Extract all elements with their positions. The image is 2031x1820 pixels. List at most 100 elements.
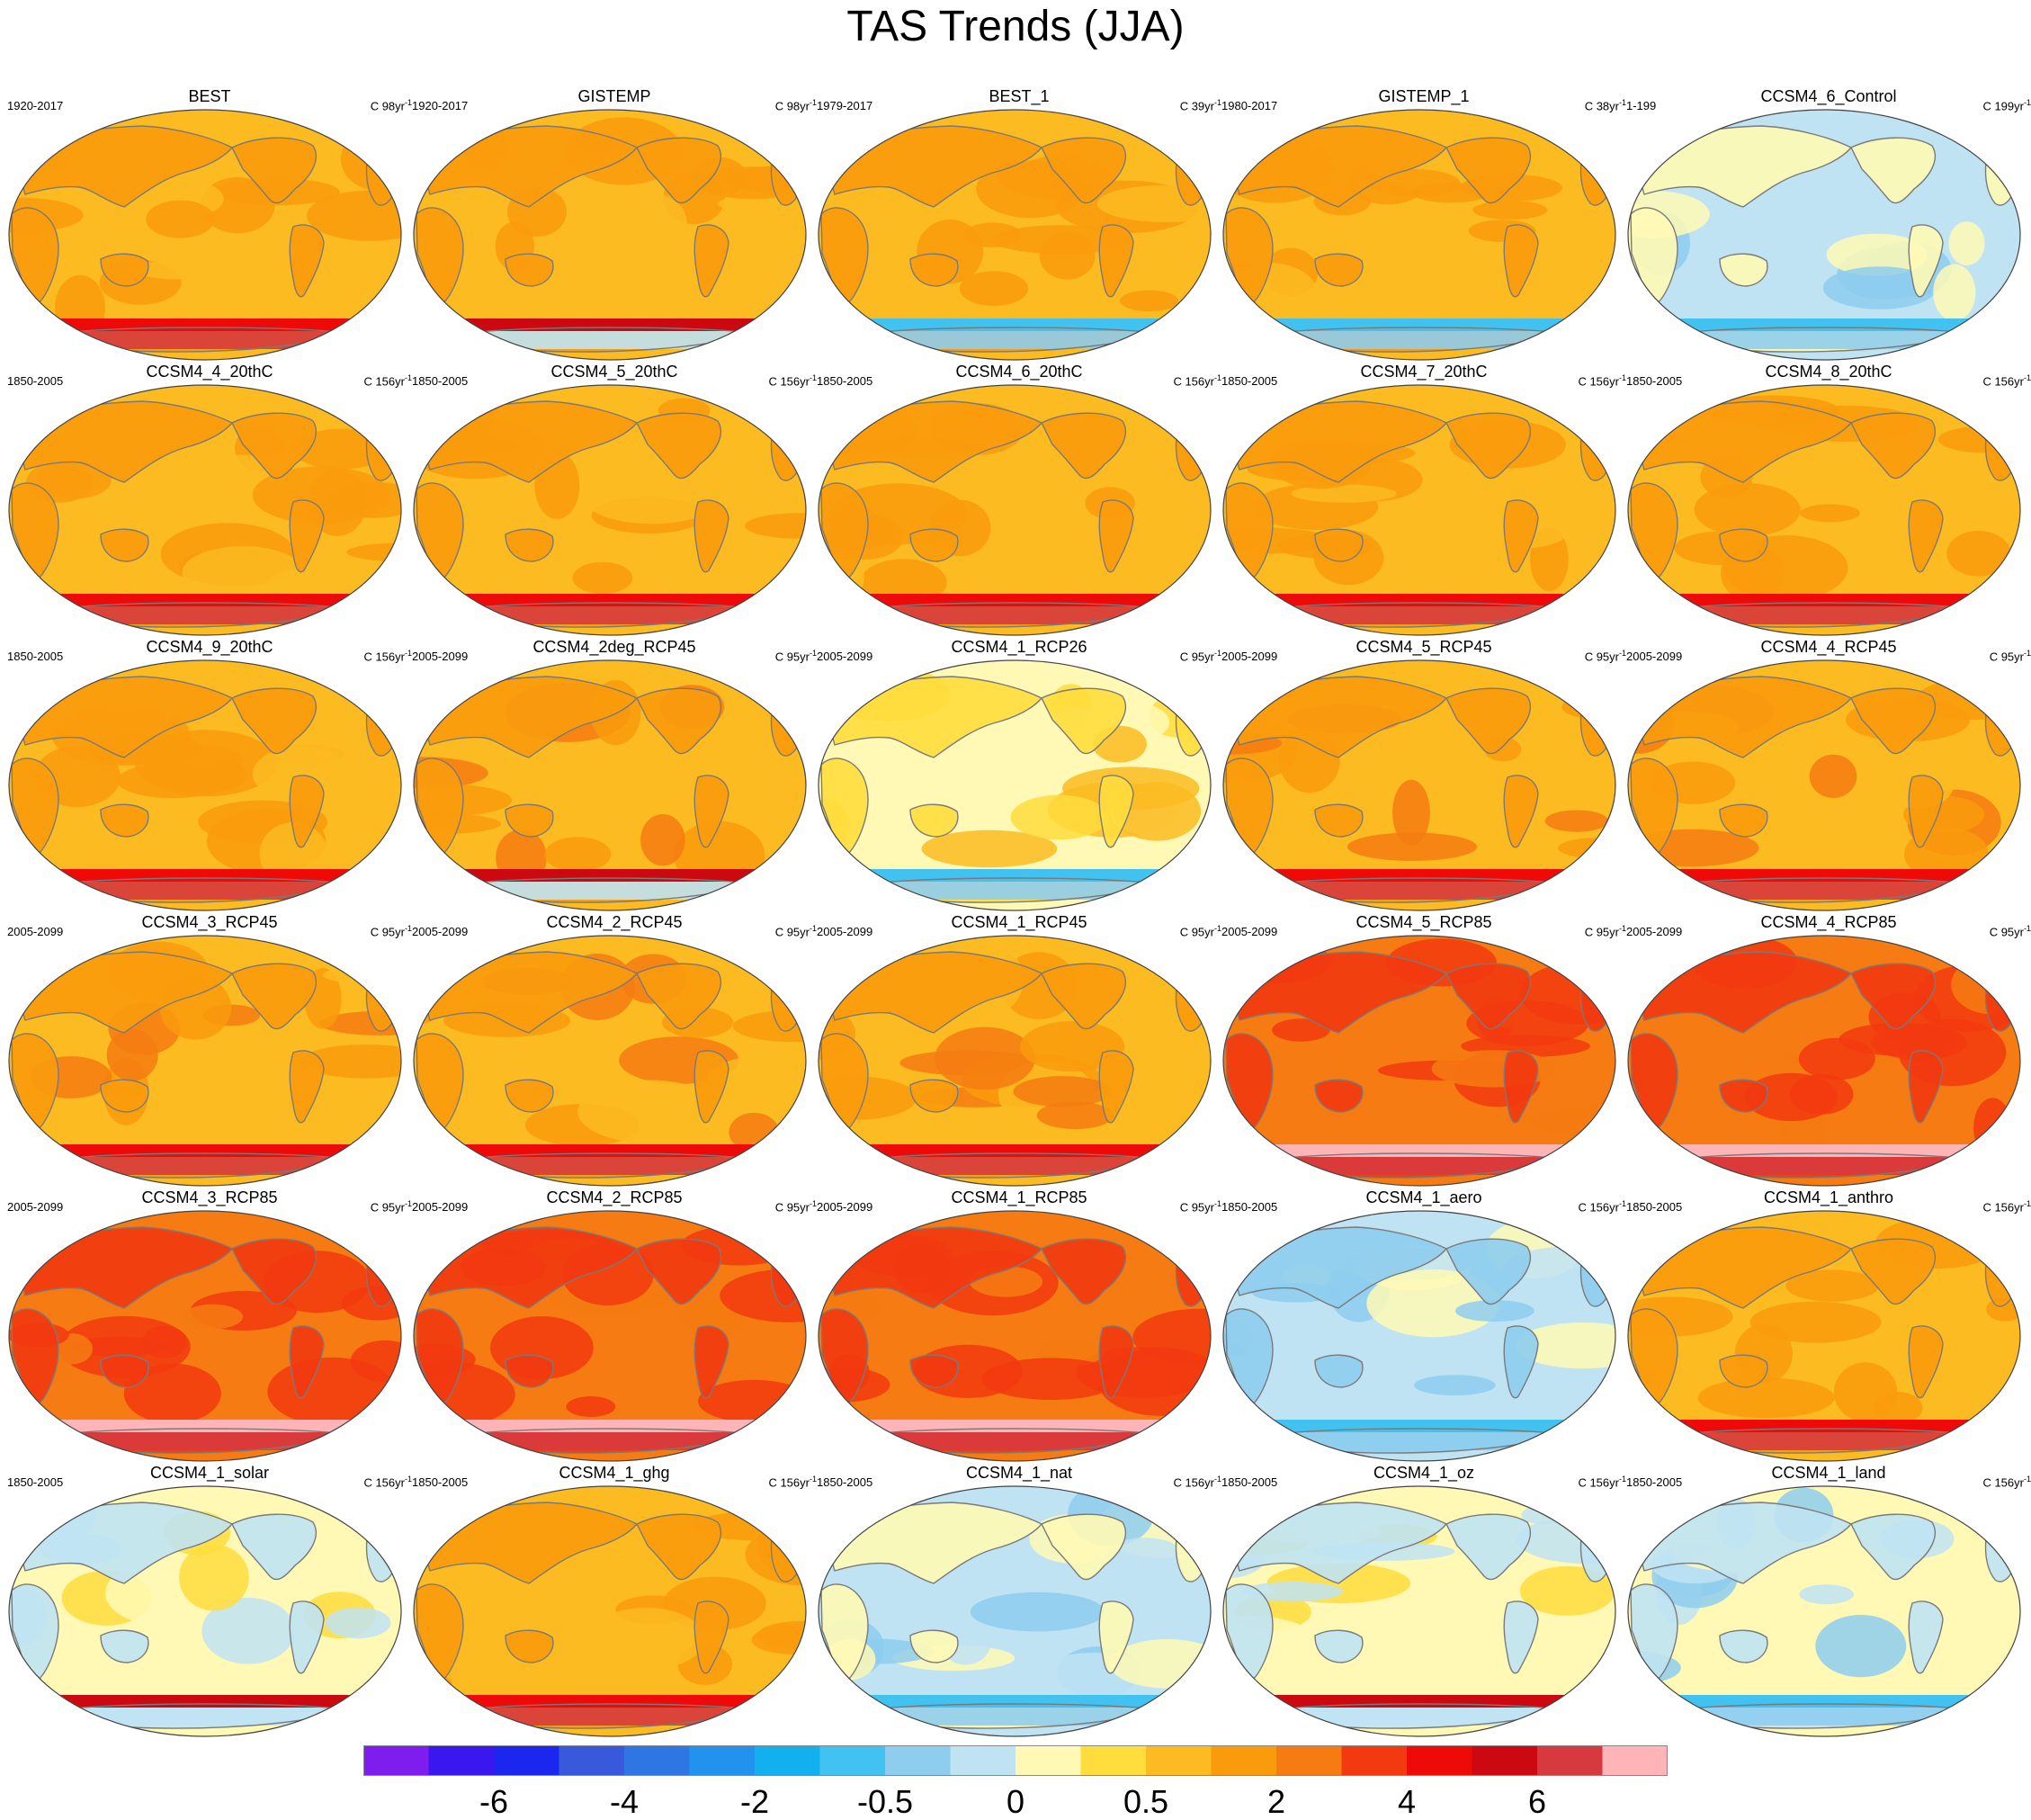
map-panel: CCSM4_5_RCP45 2005-2099 C 95yr-1 xyxy=(1221,637,1626,911)
southern-ocean-band xyxy=(1628,869,2020,882)
coastline-south-america xyxy=(1503,775,1539,848)
land-australia xyxy=(1315,1630,1363,1663)
units-text: C 156yr xyxy=(1578,374,1619,389)
units-exponent: -1 xyxy=(1213,1475,1221,1484)
land-greenland xyxy=(331,1220,363,1244)
land-south-america xyxy=(1909,225,1943,297)
coastline-australia xyxy=(505,528,554,562)
coastline-north-america xyxy=(231,963,318,1030)
coastline-greenland xyxy=(330,1494,364,1520)
coastline-greenland xyxy=(1949,944,1983,970)
land-eurasia xyxy=(826,126,1042,207)
coastline-south-america xyxy=(289,1600,325,1674)
field-blob xyxy=(1392,779,1430,846)
land-australia xyxy=(1720,529,1767,561)
panel-units: C 156yr-1 xyxy=(363,1472,412,1490)
panel-title: GISTEMP xyxy=(577,87,651,105)
colorbar-bin xyxy=(1341,1746,1408,1775)
map-panel: CCSM4_4_20thC 1850-2005 C 156yr-1 xyxy=(7,362,412,636)
map-22 xyxy=(818,1210,1212,1462)
field-blob xyxy=(325,1607,391,1639)
panel-title: CCSM4_1_RCP85 xyxy=(951,1188,1087,1206)
field-blob xyxy=(1948,221,1985,265)
colorbar-bin xyxy=(1146,1746,1212,1775)
colorbar-bin xyxy=(689,1746,756,1775)
coastline-australia xyxy=(1719,1079,1768,1113)
land-north-america xyxy=(232,138,317,203)
antarctic-band xyxy=(61,882,349,900)
colorbar-bin xyxy=(1472,1746,1538,1775)
panel-title: CCSM4_1_solar xyxy=(149,1464,270,1482)
panel-title: CCSM4_6_20thC xyxy=(955,363,1083,381)
land-north-america xyxy=(232,964,317,1029)
coastline-greenland xyxy=(735,393,769,419)
panel-title: BEST_1 xyxy=(989,87,1050,105)
colorbar-bin xyxy=(755,1746,820,1775)
coastline-australia xyxy=(909,528,959,562)
land-south-america xyxy=(1099,1601,1133,1673)
field-blob xyxy=(1013,1076,1113,1107)
land-south-america xyxy=(1909,1326,1943,1398)
units-text: C 95yr xyxy=(1179,650,1214,664)
panel-period: 1850-2005 xyxy=(817,1475,873,1489)
land-eurasia xyxy=(421,677,637,758)
coastline-greenland xyxy=(1140,944,1174,970)
units-text: C 156yr xyxy=(1578,1475,1619,1490)
units-exponent: -1 xyxy=(404,98,412,107)
map-panel: CCSM4_1_anthro 1850-2005 C 156yr-1 xyxy=(1626,1188,2031,1462)
coastline-eurasia xyxy=(1230,1502,1448,1584)
map-outline xyxy=(1627,1485,2021,1737)
field-blob xyxy=(1366,1269,1500,1338)
southern-ocean-band xyxy=(9,318,401,331)
field-blob xyxy=(717,194,806,213)
antarctic-band xyxy=(1275,606,1563,624)
southern-ocean-band xyxy=(414,1144,806,1157)
map-panel: CCSM4_4_RCP45 2005-2099 C 95yr-1 xyxy=(1626,637,2031,911)
panel-units: C 95yr-1 xyxy=(1180,921,1221,939)
coastline-north-america xyxy=(231,1513,318,1581)
land-south-america xyxy=(694,776,729,847)
panel-period: 1850-2005 xyxy=(7,650,64,663)
coastline-south-america xyxy=(1098,499,1134,573)
land-south-america xyxy=(694,1051,729,1123)
map-outline xyxy=(413,384,807,636)
coastline-eurasia xyxy=(15,951,234,1034)
southern-ocean-band xyxy=(1223,318,1615,331)
coastline-greenland xyxy=(330,944,364,970)
coastline-greenland xyxy=(1949,393,1983,419)
map-panel: GISTEMP 1920-2017 C 98yr-1 xyxy=(412,86,817,361)
colorbar-tick-label: -2 xyxy=(739,1783,769,1820)
colorbar-bin xyxy=(1211,1746,1277,1775)
map-panel: CCSM4_2deg_RCP45 2005-2099 C 95yr-1 xyxy=(412,637,817,911)
land-south-america xyxy=(1504,1601,1538,1673)
panel-period: 2005-2099 xyxy=(412,650,469,663)
land-australia xyxy=(506,804,553,837)
field-blob xyxy=(1785,1269,1879,1302)
antarctic-band xyxy=(1680,882,1968,900)
coastline-eurasia xyxy=(420,1226,639,1309)
map-panel: CCSM4_7_20thC 1850-2005 C 156yr-1 xyxy=(1221,362,1626,636)
antarctic-band xyxy=(466,882,754,900)
land-greenland xyxy=(1141,119,1173,143)
southern-ocean-band xyxy=(819,318,1211,331)
panel-units: C 39yr-1 xyxy=(1180,95,1221,113)
land-australia xyxy=(1315,1355,1363,1387)
field-blob xyxy=(751,1625,806,1654)
land-australia xyxy=(101,1630,148,1663)
panel-title: BEST xyxy=(188,87,231,105)
field-blob xyxy=(981,1358,1122,1400)
land-south-america xyxy=(1909,1601,1943,1673)
panel-title: CCSM4_1_aero xyxy=(1365,1188,1482,1206)
field-blob xyxy=(1459,520,1510,555)
land-eurasia xyxy=(16,1227,232,1308)
coastline-greenland xyxy=(1140,1494,1174,1520)
panel-title: CCSM4_8_20thC xyxy=(1765,363,1892,381)
field-blob xyxy=(586,1607,705,1671)
coastline-greenland xyxy=(735,118,769,144)
coastline-australia xyxy=(100,1629,149,1663)
colorbar-bin xyxy=(1407,1746,1472,1775)
field-blob xyxy=(706,1055,806,1106)
map-8 xyxy=(1222,384,1616,636)
southern-ocean-band xyxy=(819,594,1211,606)
field-blob xyxy=(1925,137,1996,165)
